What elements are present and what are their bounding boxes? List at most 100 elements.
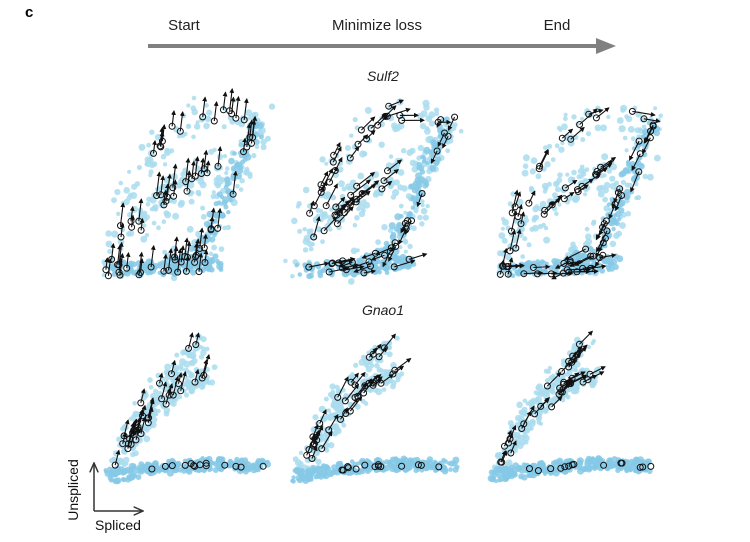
velocity-arrow	[210, 207, 216, 229]
cell-dot	[392, 456, 399, 464]
cell-marker	[162, 400, 170, 408]
cell-dot	[398, 232, 404, 237]
gnao1-end-phase-plot	[487, 330, 655, 484]
cell-dot	[382, 179, 387, 184]
cell-dot	[126, 231, 132, 237]
cell-dot	[186, 225, 194, 233]
velocity-arrow	[199, 227, 205, 249]
cell-marker	[134, 426, 142, 434]
cell-dot	[219, 212, 226, 219]
velocity-arrow	[202, 96, 208, 117]
cell-dot	[523, 264, 530, 270]
cell-marker	[232, 462, 240, 470]
cell-marker	[635, 168, 643, 176]
cell-dot	[528, 185, 534, 191]
velocity-arrow	[596, 230, 608, 253]
cell-dot	[161, 219, 167, 224]
cell-marker	[390, 263, 398, 271]
cell-dot	[330, 389, 336, 395]
velocity-arrow	[217, 207, 223, 229]
cell-dot	[364, 106, 372, 114]
cell-dot	[558, 146, 565, 153]
cell-dot	[383, 464, 390, 472]
cell-marker	[517, 220, 525, 228]
cell-marker	[305, 446, 313, 454]
velocity-arrow	[356, 171, 376, 187]
cell-dot	[551, 373, 556, 378]
cell-dot	[641, 134, 646, 139]
cell-marker	[347, 378, 355, 386]
cell-dot	[117, 458, 124, 466]
cell-dot	[329, 383, 336, 390]
cell-dot	[394, 335, 400, 341]
cell-dot	[452, 456, 460, 464]
cell-dot	[423, 104, 430, 111]
cell-dot	[606, 202, 612, 207]
cell-dot	[298, 450, 304, 455]
velocity-arrow	[383, 168, 399, 182]
cell-marker	[496, 270, 504, 278]
cell-dot	[226, 210, 231, 215]
cell-dot	[157, 263, 163, 269]
cell-dot	[161, 385, 170, 393]
cell-dot	[238, 142, 244, 148]
cell-dot	[489, 475, 496, 482]
stage-label-end: End	[544, 17, 571, 34]
cell-marker	[614, 189, 622, 197]
velocity-arrow	[173, 236, 179, 258]
velocity-arrow	[381, 180, 393, 190]
cell-marker	[374, 121, 382, 129]
cell-marker	[511, 203, 519, 211]
cell-dot	[595, 456, 601, 462]
cell-dot	[181, 349, 188, 355]
cell-dot	[398, 245, 403, 250]
cell-dot	[200, 456, 205, 461]
cell-dot	[624, 182, 630, 188]
cell-dot	[419, 221, 425, 227]
velocity-arrow	[590, 264, 607, 270]
velocity-arrow	[366, 130, 376, 140]
cell-dot	[433, 160, 440, 167]
cell-dot	[375, 239, 381, 246]
cell-dot	[176, 462, 181, 467]
velocity-arrow	[350, 372, 359, 383]
cell-marker	[408, 217, 415, 225]
cell-marker	[617, 459, 625, 467]
cell-dot	[323, 430, 330, 436]
cell-dot	[416, 161, 423, 168]
cell-dot	[658, 113, 663, 119]
cell-marker	[342, 410, 350, 417]
cell-dot	[338, 460, 343, 466]
cell-dot	[355, 248, 360, 253]
cell-marker	[601, 234, 609, 242]
velocity-arrow	[309, 200, 315, 214]
cell-marker	[405, 255, 413, 263]
velocity-arrow	[377, 115, 388, 126]
velocity-arrow	[203, 249, 209, 263]
velocity-arrow	[528, 190, 536, 204]
cell-marker	[547, 465, 555, 473]
cell-dot	[507, 420, 514, 427]
cell-dot	[151, 416, 158, 423]
cell-dot	[388, 227, 394, 233]
cell-marker	[310, 233, 318, 241]
velocity-arrow	[375, 247, 392, 256]
cell-marker	[375, 462, 382, 470]
cell-dot	[199, 181, 207, 189]
velocity-arrow	[570, 126, 585, 140]
cell-marker	[537, 402, 545, 410]
cell-dot	[283, 258, 288, 264]
cell-dot	[203, 221, 210, 227]
cell-dot	[218, 267, 224, 272]
velocity-arrow	[551, 272, 564, 280]
cell-dot	[228, 197, 233, 203]
velocity-arrow	[561, 128, 574, 139]
cell-dot	[420, 202, 425, 208]
velocity-arrow	[614, 195, 623, 212]
cell-dot	[245, 460, 250, 466]
cell-dot	[603, 205, 610, 212]
velocity-arrow	[306, 435, 316, 456]
velocity-arrow	[179, 111, 185, 132]
cell-dot	[524, 468, 529, 474]
cell-dot	[123, 187, 130, 194]
